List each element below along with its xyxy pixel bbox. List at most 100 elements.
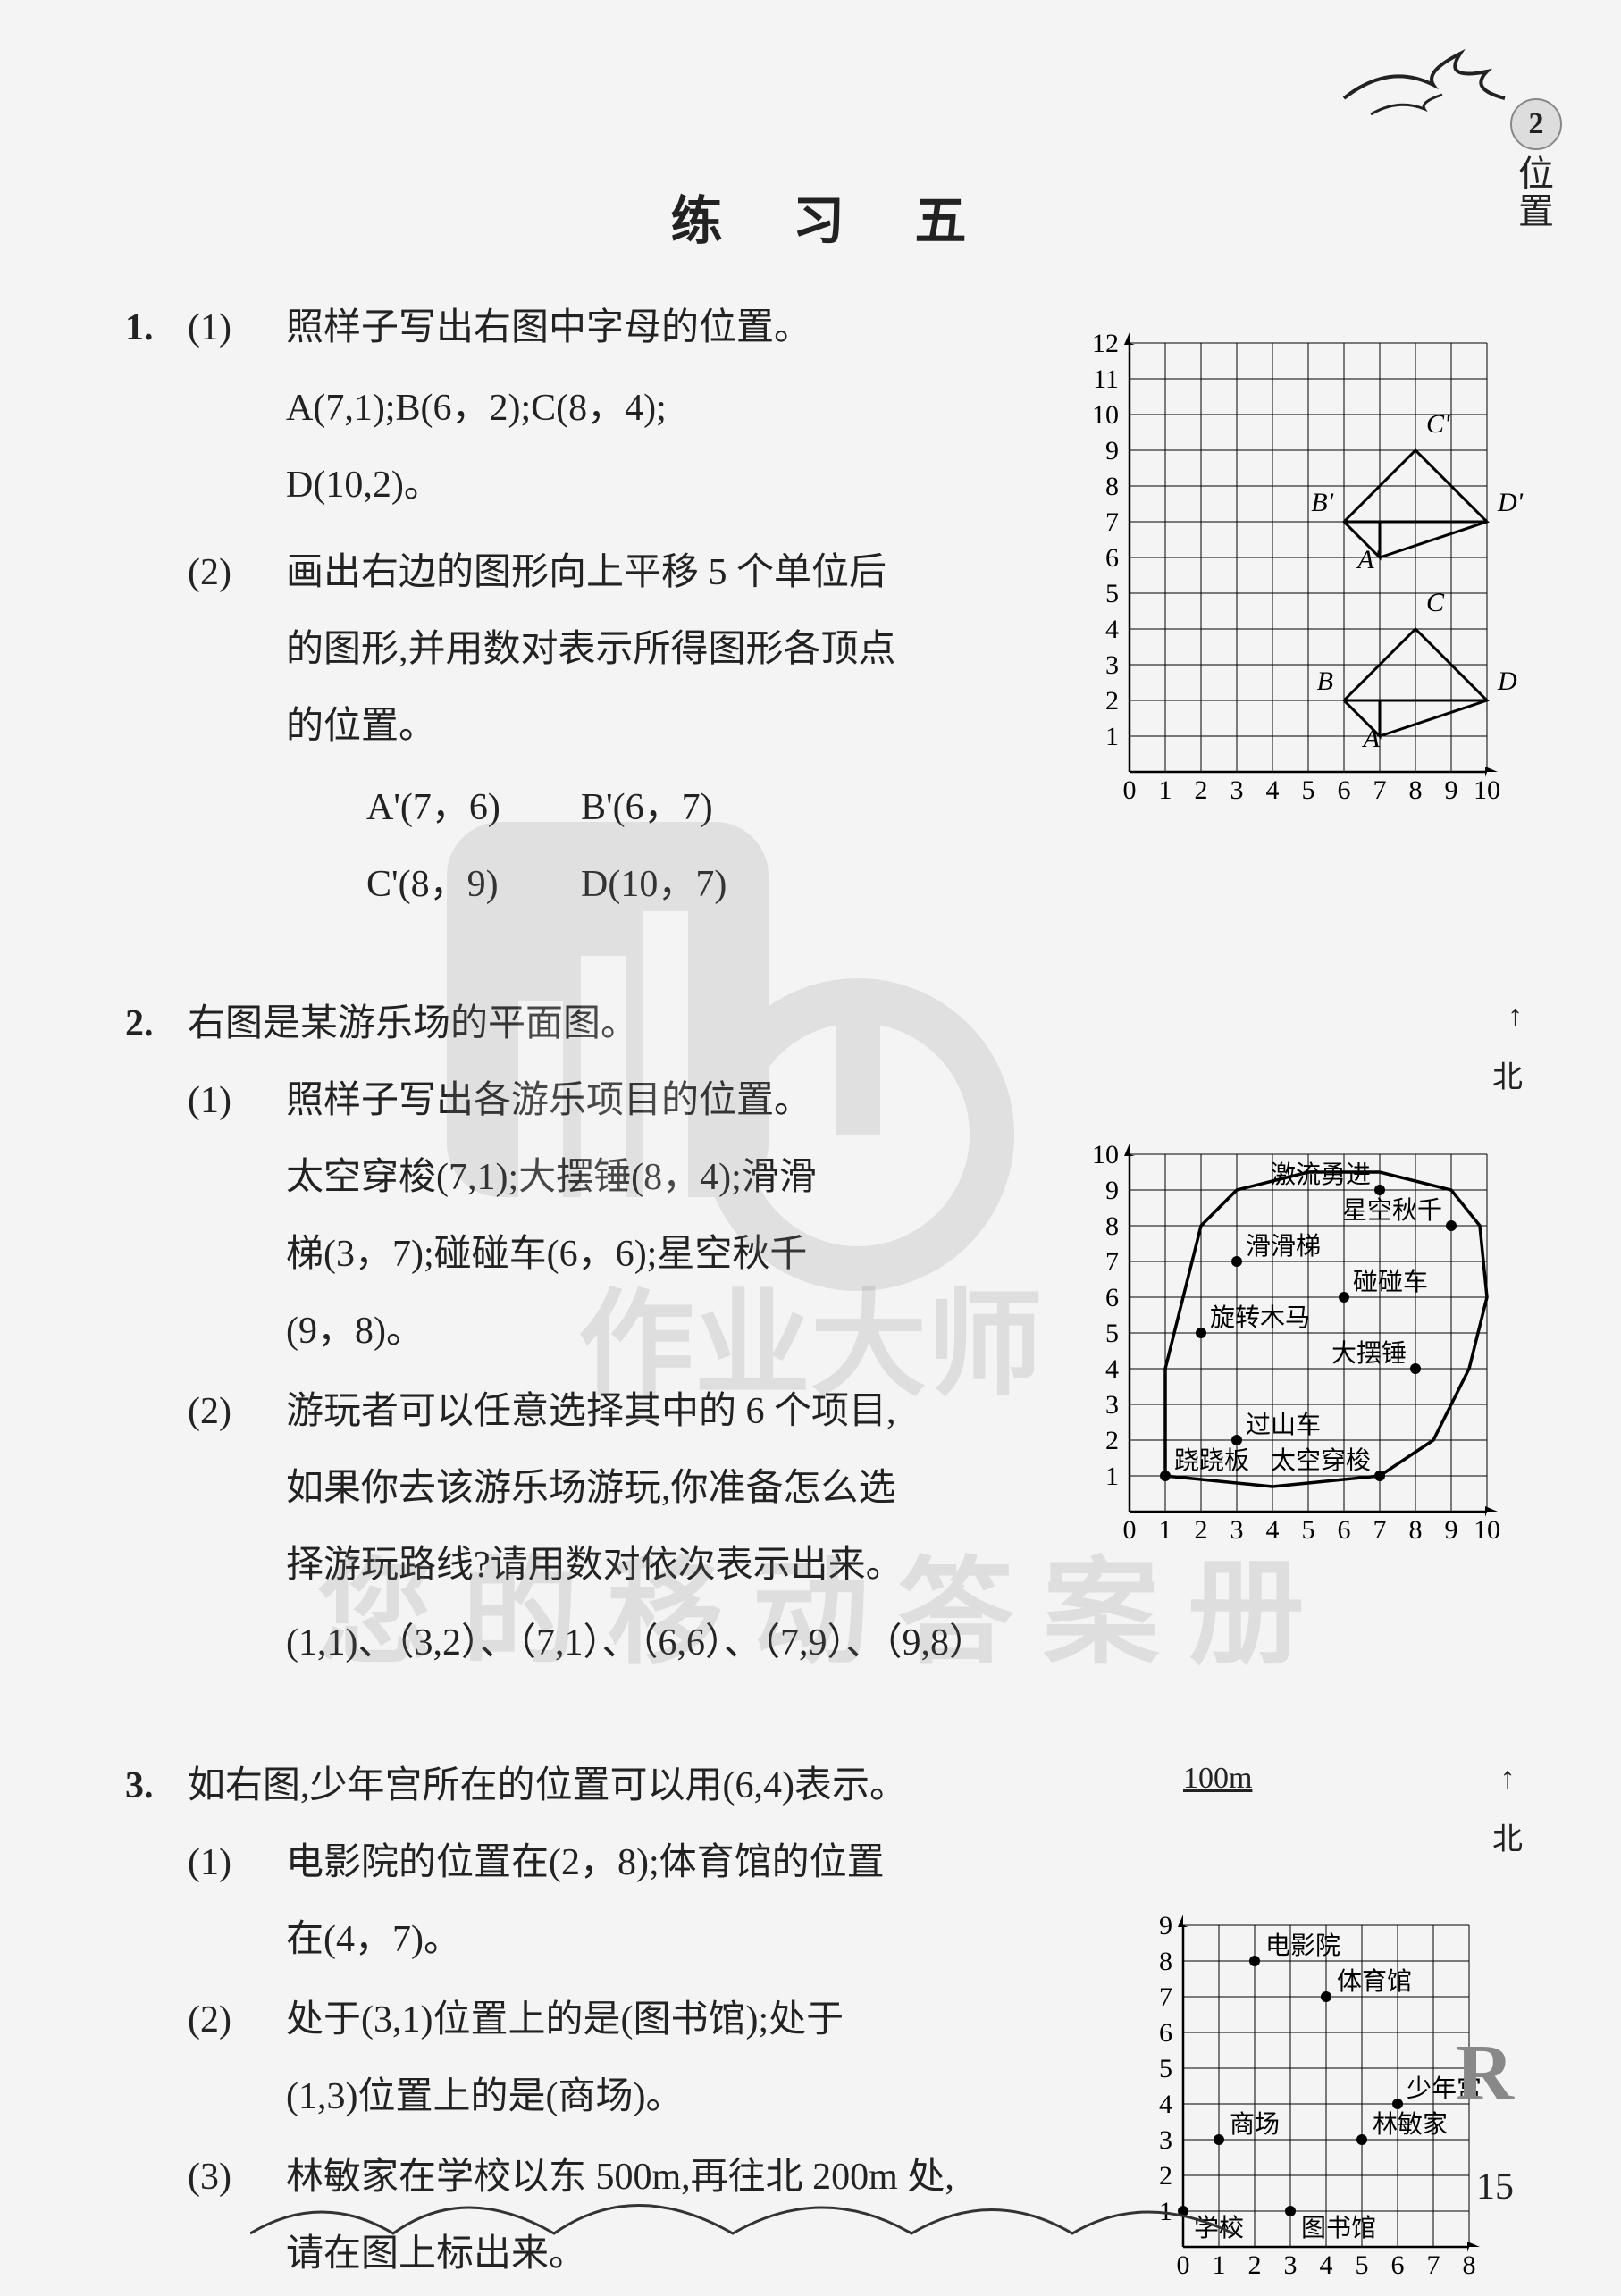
svg-text:10: 10 <box>1474 1515 1500 1545</box>
svg-text:10: 10 <box>1474 775 1500 805</box>
svg-text:6: 6 <box>1105 1283 1119 1312</box>
subitem-number: (1) <box>188 289 286 366</box>
svg-text:8: 8 <box>1105 472 1119 501</box>
subitem-number: (1) <box>188 1824 286 1978</box>
svg-text:2: 2 <box>1195 1515 1208 1545</box>
svg-text:2: 2 <box>1248 2250 1262 2280</box>
svg-text:2: 2 <box>1195 775 1208 805</box>
subitem-number: (1) <box>188 1062 286 1370</box>
compass-north: ↑北 <box>1076 985 1541 1110</box>
subitem-text: 照样子写出各游乐项目的位置。 <box>286 1062 1058 1139</box>
subitem-text: 的位置。 <box>286 688 1058 765</box>
svg-text:7: 7 <box>1105 507 1119 537</box>
svg-text:激流勇进: 激流勇进 <box>1271 1161 1371 1189</box>
page-title: 练 习 五 <box>125 179 1541 254</box>
svg-text:4: 4 <box>1105 1354 1119 1384</box>
answer-line: 梯(3，7);碰碰车(6，6);星空秋千 <box>286 1216 1058 1293</box>
svg-text:0: 0 <box>1177 2250 1190 2280</box>
svg-text:5: 5 <box>1105 1319 1119 1348</box>
svg-text:旋转木马: 旋转木马 <box>1210 1303 1310 1332</box>
svg-text:9: 9 <box>1105 436 1119 465</box>
svg-text:7: 7 <box>1105 1247 1119 1277</box>
problem-1: 1. (1) 照样子写出右图中字母的位置。 A(7,1);B(6，2);C(8，… <box>125 289 1541 923</box>
problem-intro: 如右图,少年宫所在的位置可以用(6,4)表示。 <box>188 1747 1130 1824</box>
grid-figure-1: 012345678910123456789101112ABCDA'B'C'D' <box>1076 289 1541 923</box>
svg-text:11: 11 <box>1093 365 1119 394</box>
svg-text:2: 2 <box>1105 686 1119 716</box>
svg-text:5: 5 <box>1159 2054 1172 2083</box>
svg-text:电影院: 电影院 <box>1265 1931 1340 1960</box>
chapter-label: 位置 <box>1496 155 1576 230</box>
subitem-text: 择游玩路线?请用数对依次表示出来。 <box>286 1527 1058 1604</box>
grid-figure-2: ↑北 01234567891012345678910跷跷板过山车旋转木马滑滑梯碰… <box>1076 985 1541 1685</box>
chapter-tab: 2 位置 <box>1496 98 1576 230</box>
svg-text:3: 3 <box>1105 650 1119 680</box>
svg-text:9: 9 <box>1445 775 1458 805</box>
svg-text:1: 1 <box>1105 722 1119 751</box>
svg-text:0: 0 <box>1123 1515 1137 1545</box>
svg-text:7: 7 <box>1373 1515 1387 1545</box>
answer-line: (9，8)。 <box>286 1293 1058 1370</box>
svg-text:9: 9 <box>1159 1911 1172 1940</box>
svg-text:6: 6 <box>1391 2250 1405 2280</box>
svg-text:8: 8 <box>1463 2250 1476 2280</box>
subitem-number: (2) <box>188 1373 286 1680</box>
svg-text:7: 7 <box>1159 1982 1172 2012</box>
svg-text:3: 3 <box>1230 775 1244 805</box>
svg-text:5: 5 <box>1302 1515 1315 1545</box>
svg-text:过山车: 过山车 <box>1246 1411 1321 1439</box>
svg-text:6: 6 <box>1338 775 1351 805</box>
subitem-number: (2) <box>188 1982 286 2135</box>
svg-text:C: C <box>1426 588 1445 617</box>
svg-text:8: 8 <box>1159 1947 1172 1976</box>
svg-text:6: 6 <box>1105 543 1119 573</box>
svg-text:4: 4 <box>1266 1515 1280 1545</box>
svg-text:林敏家: 林敏家 <box>1373 2110 1448 2139</box>
problem-number: 1. <box>125 289 188 923</box>
svg-text:5: 5 <box>1356 2250 1369 2280</box>
svg-text:3: 3 <box>1159 2125 1172 2155</box>
svg-text:1: 1 <box>1105 1462 1119 1491</box>
problem-intro: 右图是某游乐场的平面图。 <box>188 985 1076 1062</box>
svg-text:3: 3 <box>1230 1515 1244 1545</box>
svg-text:B: B <box>1317 666 1333 696</box>
subitem-text: 照样子写出右图中字母的位置。 <box>286 289 1076 366</box>
svg-text:A': A' <box>1356 545 1380 574</box>
svg-text:4: 4 <box>1105 615 1119 644</box>
subitem-text: 画出右边的图形向上平移 5 个单位后 <box>286 534 1058 611</box>
compass-north: ↑北 <box>1492 1747 1523 1872</box>
svg-text:碰碰车: 碰碰车 <box>1353 1268 1428 1296</box>
svg-text:10: 10 <box>1092 1140 1119 1169</box>
svg-text:8: 8 <box>1409 1515 1423 1545</box>
scale-label: 100m <box>1183 1747 1252 1872</box>
svg-text:太空穿梭: 太空穿梭 <box>1271 1446 1371 1475</box>
cloud-decoration-icon <box>250 2155 1233 2235</box>
svg-text:1: 1 <box>1213 2250 1226 2280</box>
svg-text:10: 10 <box>1092 400 1119 430</box>
svg-text:6: 6 <box>1159 2018 1172 2048</box>
subitem-text: 如果你去该游乐场游玩,你准备怎么选 <box>286 1450 1058 1527</box>
svg-text:2: 2 <box>1105 1426 1119 1455</box>
svg-text:5: 5 <box>1302 775 1315 805</box>
subitem-number: (2) <box>188 534 286 765</box>
svg-text:D: D <box>1497 666 1517 696</box>
svg-text:3: 3 <box>1105 1390 1119 1420</box>
problem-number: 3. <box>125 1747 188 2296</box>
publisher-logo-icon: R <box>1456 2027 1514 2119</box>
svg-text:D': D' <box>1497 488 1524 517</box>
svg-text:3: 3 <box>1284 2250 1298 2280</box>
answer-line: D(10,2)。 <box>188 447 1076 524</box>
svg-text:4: 4 <box>1320 2250 1333 2280</box>
svg-text:7: 7 <box>1427 2250 1440 2280</box>
answer-line: A(7,1);B(6，2);C(8，4); <box>188 370 1076 447</box>
svg-text:9: 9 <box>1445 1515 1458 1545</box>
answer-line: (1,1)、（3,2）、（7,1）、（6,6）、（7,9）、（9,8） <box>286 1605 1058 1681</box>
svg-text:0: 0 <box>1123 775 1137 805</box>
subitem-text: 游玩者可以任意选择其中的 6 个项目, <box>286 1373 1058 1450</box>
answer-block: A'(7，6)B'(6，7) C'(8，9)D(10，7) <box>188 769 1076 923</box>
svg-text:8: 8 <box>1409 775 1423 805</box>
answer-line: 在(4，7)。 <box>286 1901 1112 1978</box>
chapter-number-badge: 2 <box>1510 98 1562 150</box>
problem-2: 2. 右图是某游乐场的平面图。 (1) 照样子写出各游乐项目的位置。 太空穿梭(… <box>125 985 1541 1685</box>
svg-text:12: 12 <box>1092 329 1119 358</box>
